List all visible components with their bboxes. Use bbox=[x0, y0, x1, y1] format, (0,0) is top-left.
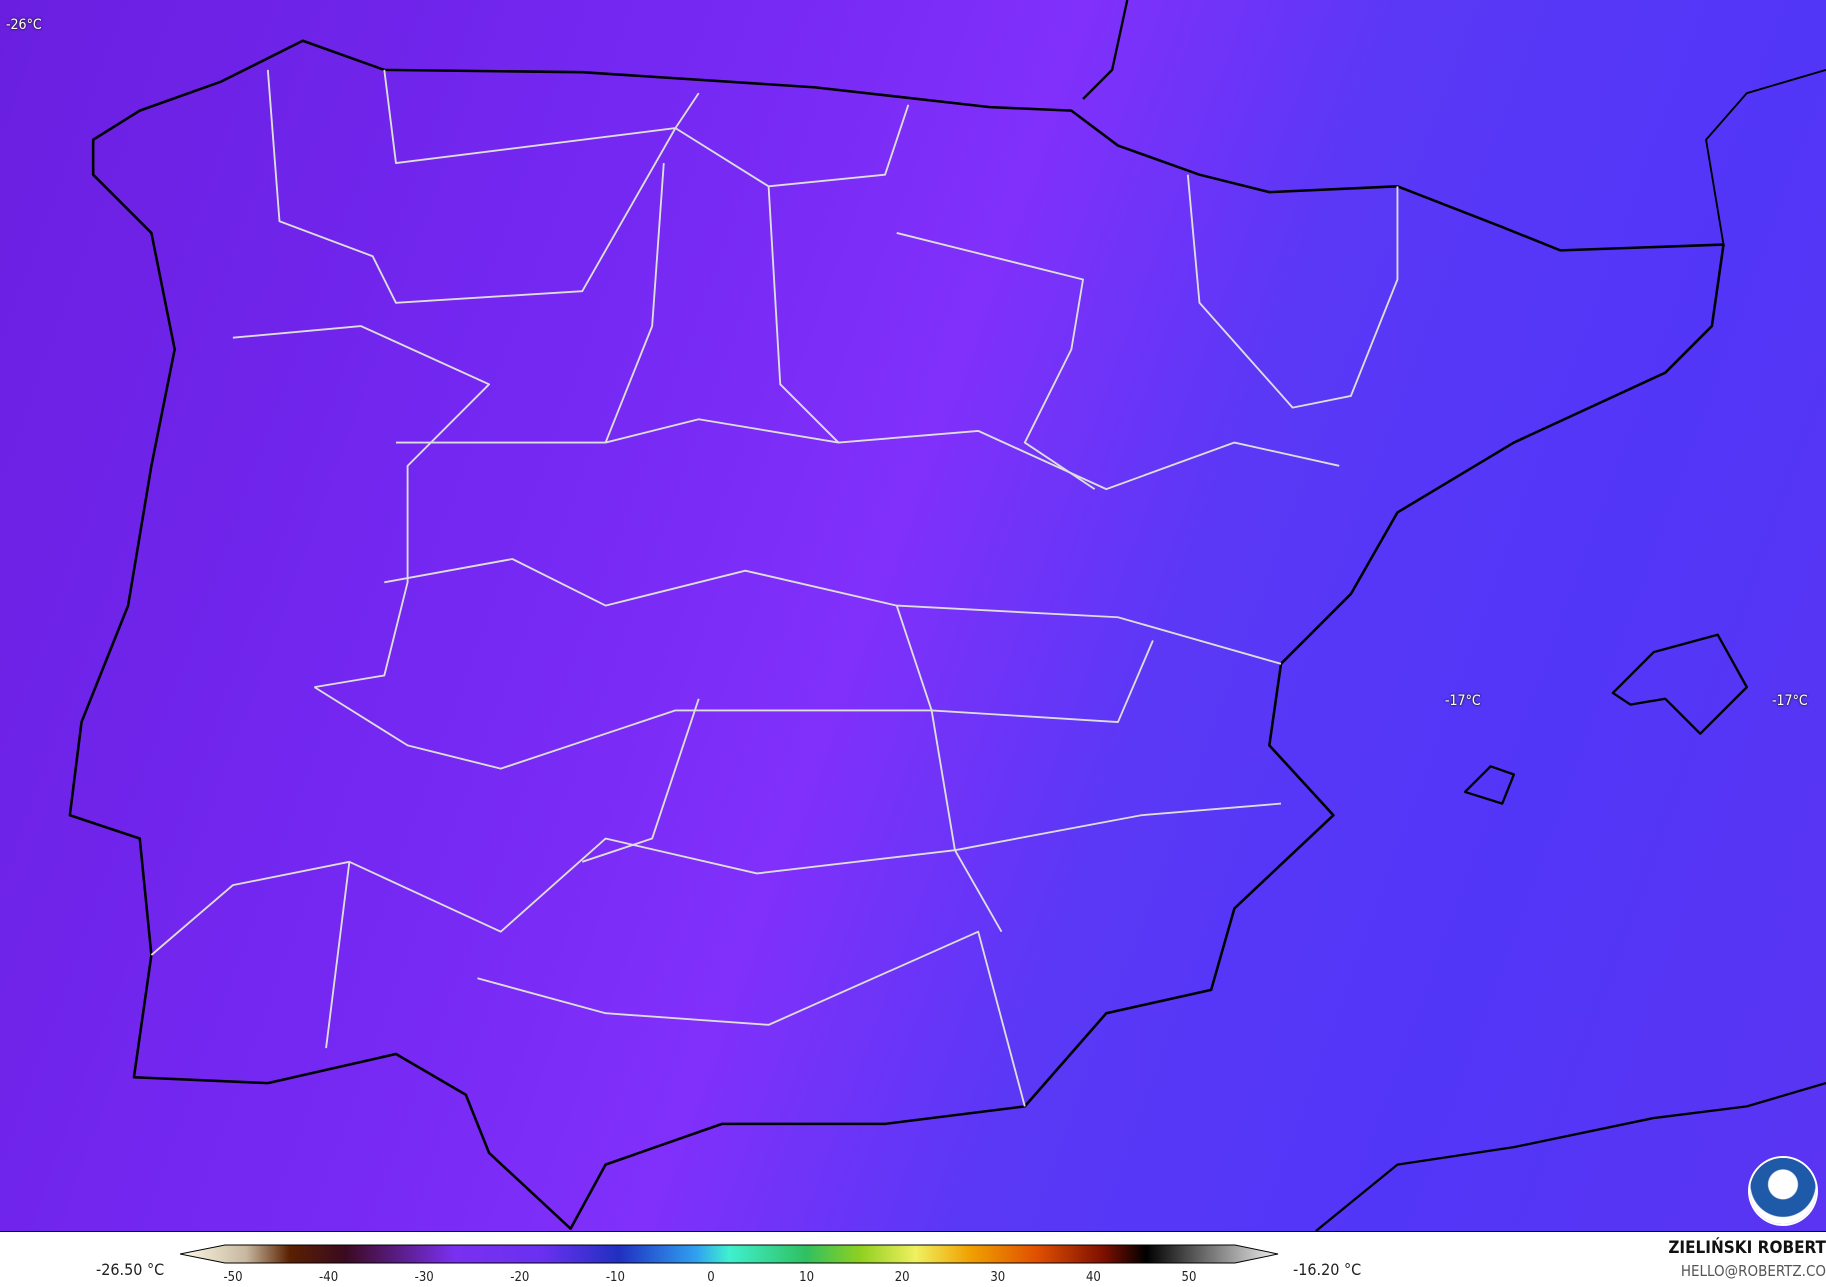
colorbar-tick: 30 bbox=[990, 1270, 1006, 1285]
temp-label: -17°C bbox=[1445, 693, 1481, 709]
colorbar-tick: 10 bbox=[799, 1270, 815, 1285]
mallorca bbox=[1611, 633, 1748, 735]
temp-label: -26°C bbox=[6, 17, 42, 33]
france-border bbox=[1705, 68, 1826, 245]
colorbar-tick: -50 bbox=[223, 1270, 243, 1285]
min-value: -26.50 °C bbox=[96, 1260, 165, 1279]
ibiza bbox=[1463, 765, 1516, 805]
author-email[interactable]: HELLO@ROBERTZ.CO bbox=[1680, 1262, 1826, 1280]
france-coastline bbox=[1082, 0, 1129, 100]
coastline-layer bbox=[68, 0, 1826, 1231]
colorbar-tick: -10 bbox=[605, 1270, 625, 1285]
colorbar-tick: 50 bbox=[1181, 1270, 1197, 1285]
province-borders bbox=[150, 69, 1399, 1107]
color-legend: -26.50 °C -50 -40 -30 -20 -10 0 10 20 30 40 50 -16… bbox=[0, 1232, 1826, 1287]
africa-coastline bbox=[1315, 1081, 1826, 1231]
colorbar-tick: 20 bbox=[894, 1270, 910, 1285]
colorbar-tick: -30 bbox=[414, 1270, 434, 1285]
colorbar-tick: -40 bbox=[319, 1270, 339, 1285]
max-value: -16.20 °C bbox=[1293, 1260, 1362, 1279]
colorbar bbox=[180, 1244, 1279, 1264]
noaa-logo bbox=[1750, 1158, 1816, 1224]
colorbar-tick: 40 bbox=[1085, 1270, 1101, 1285]
author-name: ZIELIŃSKI ROBERT bbox=[1668, 1238, 1826, 1258]
temp-label: -17°C bbox=[1772, 693, 1808, 709]
temperature-map: -26°C -17°C -17°C bbox=[0, 0, 1826, 1232]
colorbar-tick: -20 bbox=[510, 1270, 530, 1285]
colorbar-tick: 0 bbox=[707, 1270, 715, 1285]
iberia-coastline bbox=[68, 39, 1725, 1230]
